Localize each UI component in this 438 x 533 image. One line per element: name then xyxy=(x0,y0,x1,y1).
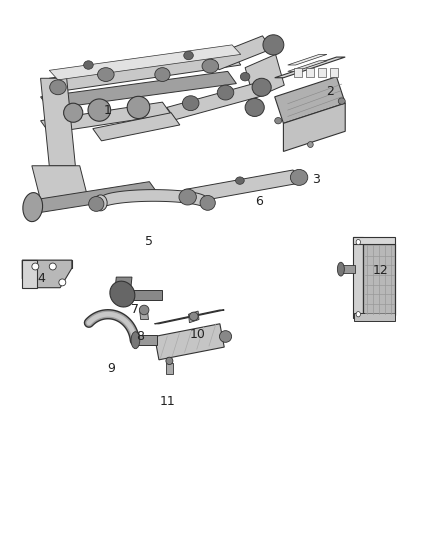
Text: 1: 1 xyxy=(104,103,112,117)
Polygon shape xyxy=(353,237,364,318)
Polygon shape xyxy=(32,166,88,200)
Ellipse shape xyxy=(94,195,107,211)
Ellipse shape xyxy=(219,330,232,342)
Polygon shape xyxy=(167,84,262,119)
Polygon shape xyxy=(155,324,224,360)
Ellipse shape xyxy=(337,262,344,276)
Ellipse shape xyxy=(88,99,111,121)
Text: 11: 11 xyxy=(160,395,176,408)
Text: 10: 10 xyxy=(190,328,206,341)
Text: 2: 2 xyxy=(326,85,334,98)
Ellipse shape xyxy=(183,96,199,111)
Text: 5: 5 xyxy=(145,235,153,247)
Polygon shape xyxy=(353,237,395,244)
Polygon shape xyxy=(364,244,395,316)
Ellipse shape xyxy=(184,51,193,60)
Ellipse shape xyxy=(200,196,215,211)
Ellipse shape xyxy=(236,177,244,184)
Text: 8: 8 xyxy=(136,330,144,343)
Text: 4: 4 xyxy=(38,272,46,285)
Ellipse shape xyxy=(240,72,250,81)
Ellipse shape xyxy=(155,68,170,82)
Text: 6: 6 xyxy=(255,195,263,208)
Polygon shape xyxy=(41,71,237,109)
Ellipse shape xyxy=(338,98,345,104)
Ellipse shape xyxy=(59,279,66,286)
Polygon shape xyxy=(122,290,162,301)
Polygon shape xyxy=(136,335,157,345)
Ellipse shape xyxy=(252,78,271,96)
Ellipse shape xyxy=(217,85,234,100)
Polygon shape xyxy=(41,102,171,133)
Polygon shape xyxy=(294,68,302,77)
Ellipse shape xyxy=(356,239,360,245)
Polygon shape xyxy=(22,260,37,288)
Ellipse shape xyxy=(110,281,135,307)
Polygon shape xyxy=(245,54,284,99)
Ellipse shape xyxy=(290,169,308,185)
Text: 9: 9 xyxy=(107,362,115,375)
Text: 3: 3 xyxy=(312,173,320,185)
Polygon shape xyxy=(306,68,314,77)
Ellipse shape xyxy=(179,189,196,205)
Polygon shape xyxy=(288,54,327,65)
Ellipse shape xyxy=(32,263,39,270)
Polygon shape xyxy=(330,68,338,77)
Text: 7: 7 xyxy=(131,303,139,317)
Polygon shape xyxy=(41,78,75,166)
Ellipse shape xyxy=(139,305,149,315)
Ellipse shape xyxy=(166,357,173,365)
Polygon shape xyxy=(155,310,224,324)
Polygon shape xyxy=(22,260,72,288)
Ellipse shape xyxy=(307,142,313,148)
Polygon shape xyxy=(342,265,355,273)
Ellipse shape xyxy=(202,59,219,73)
Polygon shape xyxy=(283,103,345,151)
Ellipse shape xyxy=(49,80,66,95)
Ellipse shape xyxy=(263,35,284,55)
Polygon shape xyxy=(32,182,158,213)
Text: 12: 12 xyxy=(373,264,389,277)
Ellipse shape xyxy=(49,263,56,270)
Polygon shape xyxy=(318,68,326,77)
Polygon shape xyxy=(210,36,271,70)
Ellipse shape xyxy=(88,197,104,212)
Polygon shape xyxy=(166,363,173,374)
Polygon shape xyxy=(49,45,241,80)
Polygon shape xyxy=(288,61,327,71)
Polygon shape xyxy=(275,77,345,123)
Polygon shape xyxy=(275,57,345,78)
Ellipse shape xyxy=(356,312,360,317)
Polygon shape xyxy=(184,170,302,203)
Polygon shape xyxy=(49,52,241,92)
Polygon shape xyxy=(188,311,199,322)
Ellipse shape xyxy=(131,332,140,349)
Ellipse shape xyxy=(245,99,264,116)
Ellipse shape xyxy=(127,96,150,118)
Ellipse shape xyxy=(84,61,93,69)
Polygon shape xyxy=(22,260,72,268)
Polygon shape xyxy=(102,190,206,209)
Polygon shape xyxy=(93,113,180,141)
Ellipse shape xyxy=(23,192,42,222)
Polygon shape xyxy=(115,277,132,294)
Ellipse shape xyxy=(189,312,198,320)
Polygon shape xyxy=(354,313,395,320)
Polygon shape xyxy=(140,312,148,319)
Ellipse shape xyxy=(64,103,83,122)
Ellipse shape xyxy=(275,117,282,124)
Ellipse shape xyxy=(98,68,114,82)
